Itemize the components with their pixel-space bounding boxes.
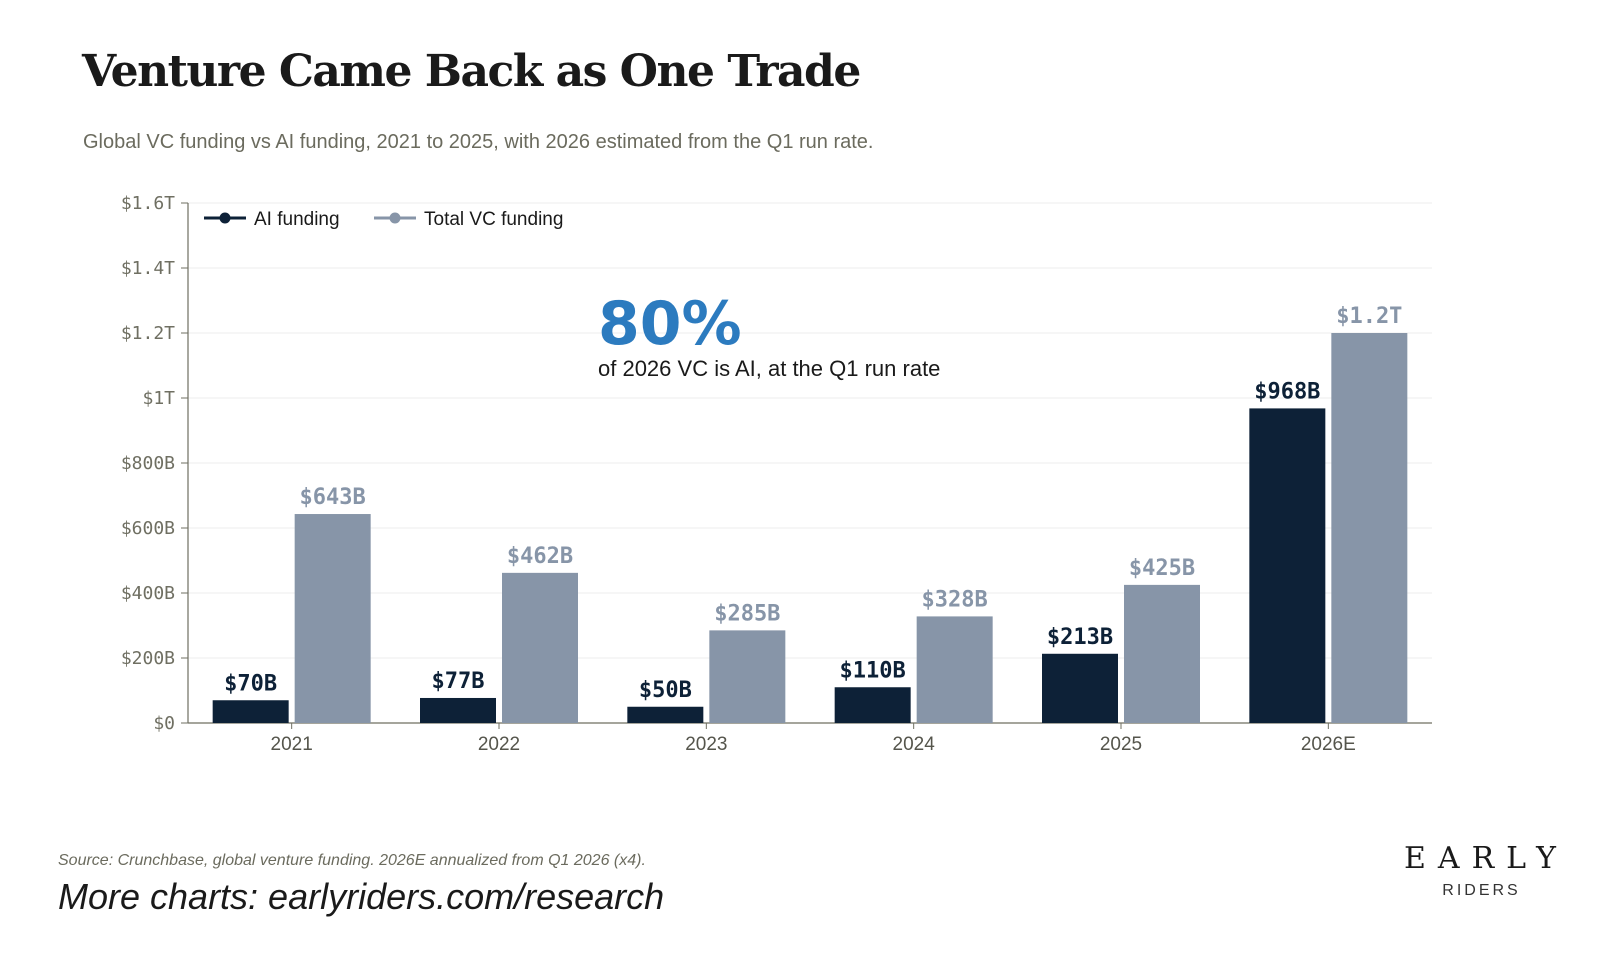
y-tick-label: $400B — [121, 583, 175, 604]
data-label: $285B — [714, 601, 780, 626]
bar-ai-2023 — [627, 706, 704, 723]
callout: 80% of 2026 VC is AI, at the Q1 run rate — [598, 289, 940, 381]
legend: AI funding Total VC funding — [204, 209, 563, 230]
data-label: $968B — [1254, 379, 1320, 404]
data-label: $462B — [507, 544, 573, 569]
bar-total-2025 — [1124, 584, 1200, 723]
axes: $0 $200B $400B $600B $800B $1T $1.2T $1.4T $1.6T… — [121, 193, 1432, 755]
data-label: $70B — [224, 671, 277, 696]
x-tick-label: 2022 — [478, 734, 520, 755]
bar-total-2023 — [709, 630, 786, 723]
data-label: $50B — [639, 678, 692, 703]
data-label: $328B — [922, 587, 988, 612]
legend-label: AI funding — [254, 209, 340, 230]
bar-total-2026e — [1331, 333, 1408, 723]
y-tick-label: $800B — [121, 453, 175, 474]
data-label: $77B — [432, 669, 485, 694]
y-tick-label: $0 — [153, 713, 175, 734]
bar-ai-2024 — [834, 687, 911, 723]
data-label: $213B — [1047, 625, 1113, 650]
x-tick-label: 2026E — [1301, 734, 1356, 755]
bar-chart: $0 $200B $400B $600B $800B $1T $1.2T $1.4T $1.6T… — [121, 193, 1432, 755]
bar-total-2022 — [502, 572, 578, 723]
early-riders-logo: EARLY RIDERS — [1380, 843, 1580, 901]
y-tick-label: $600B — [121, 518, 175, 539]
y-tick-label: $1.6T — [121, 193, 175, 214]
y-tick-label: $1.4T — [121, 258, 175, 279]
y-tick-label: $1T — [142, 388, 175, 409]
callout-percentage: 80% — [598, 289, 742, 359]
y-tick-label: $200B — [121, 648, 175, 669]
data-label: $110B — [840, 658, 906, 683]
y-tick-label: $1.2T — [121, 323, 175, 344]
source-note: Source: Crunchbase, global venture fundi… — [58, 852, 646, 869]
bar-ai-2026e — [1249, 408, 1326, 723]
bar-total-2021 — [294, 514, 371, 723]
chart-subtitle: Global VC funding vs AI funding, 2021 to… — [83, 131, 874, 153]
logo-wordmark-bottom: RIDERS — [1442, 882, 1521, 899]
legend-swatch-dot — [219, 212, 231, 224]
data-label: $425B — [1129, 556, 1195, 581]
bar-ai-2021 — [212, 700, 289, 723]
bar-ai-2022 — [420, 697, 496, 723]
callout-caption: of 2026 VC is AI, at the Q1 run rate — [598, 356, 940, 381]
more-charts-link[interactable]: More charts: earlyriders.com/research — [58, 876, 665, 917]
legend-label: Total VC funding — [424, 209, 563, 230]
x-tick-label: 2024 — [893, 734, 936, 755]
data-labels: $70B $643B $77B $462B $50B $285B $110B $328B $21… — [224, 304, 1402, 703]
logo-wordmark-top: EARLY — [1404, 841, 1568, 876]
bars — [212, 333, 1408, 723]
data-label: $643B — [300, 485, 366, 510]
chart-title: Venture Came Back as One Trade — [82, 46, 861, 97]
x-tick-label: 2021 — [271, 734, 313, 755]
x-tick-label: 2023 — [685, 734, 727, 755]
bar-ai-2025 — [1042, 653, 1118, 723]
x-tick-label: 2025 — [1100, 734, 1142, 755]
bar-total-2024 — [916, 616, 993, 723]
gridlines — [188, 202, 1432, 659]
data-label: $1.2T — [1336, 304, 1402, 329]
legend-swatch-dot — [389, 212, 401, 224]
